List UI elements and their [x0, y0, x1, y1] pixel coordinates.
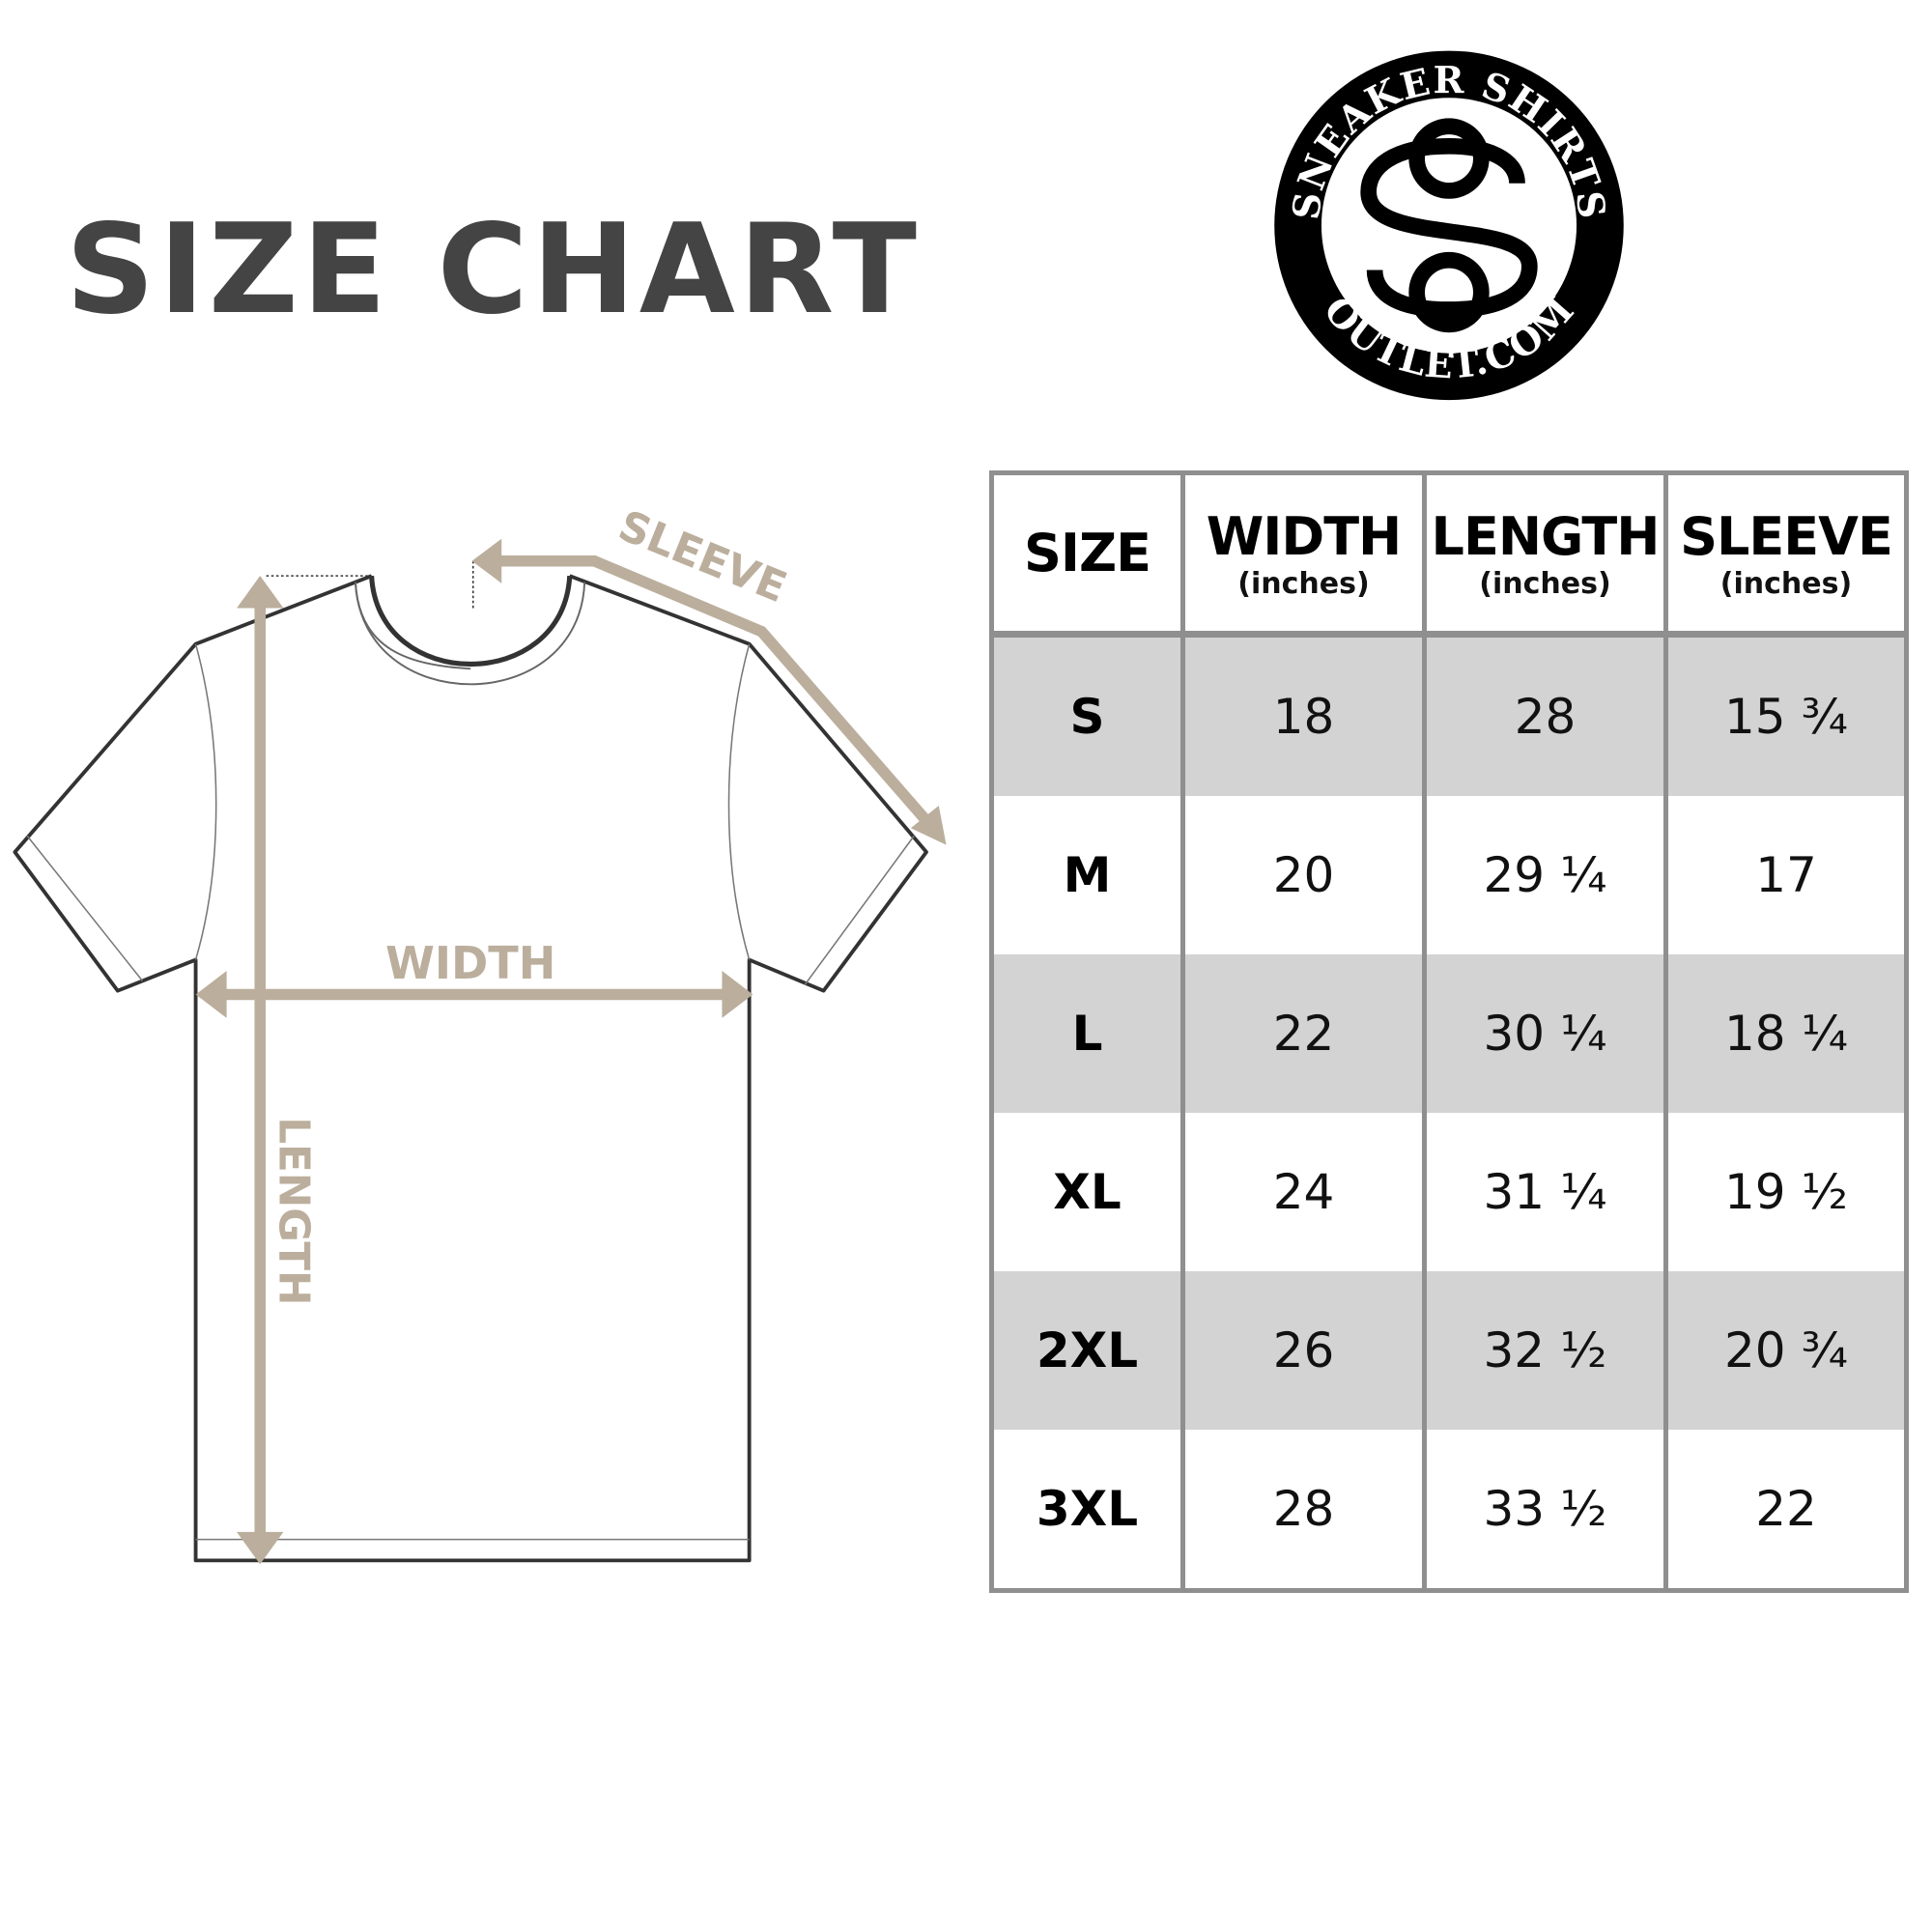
size-label: 3XL [1036, 1481, 1139, 1537]
measurement-value: 33 ½ [1483, 1481, 1607, 1537]
measurement-value: 31 ¼ [1483, 1164, 1607, 1220]
size-label: S [1069, 689, 1105, 745]
table-cell: 26 [1185, 1271, 1427, 1430]
size-label: L [1071, 1006, 1103, 1062]
size-label: XL [1053, 1164, 1122, 1220]
size-label: M [1063, 847, 1112, 903]
header-size: SIZE [994, 475, 1185, 638]
header-unit: (inches) [1237, 566, 1370, 601]
table-cell: 28 [1185, 1430, 1427, 1588]
header-label: WIDTH [1206, 505, 1403, 567]
measurement-value: 28 [1272, 1481, 1335, 1537]
measurement-value: 26 [1272, 1322, 1335, 1378]
measurement-value: 18 ¼ [1724, 1006, 1848, 1062]
table-cell: 18 ¼ [1668, 954, 1904, 1113]
table-cell: 17 [1668, 796, 1904, 954]
size-table: SIZE WIDTH (inches) LENGTH (inches) SLEEVE… [989, 470, 1909, 1593]
measurement-value: 32 ½ [1483, 1322, 1607, 1378]
size-label: 2XL [1036, 1322, 1139, 1378]
table-cell: 2XL [994, 1271, 1185, 1430]
table-cell: 31 ¼ [1427, 1113, 1668, 1271]
brand-logo: SNEAKER SHIRTS OUTLET.COM [1274, 50, 1624, 401]
header-label: LENGTH [1431, 505, 1661, 567]
measurement-value: 19 ½ [1724, 1164, 1848, 1220]
table-cell: 15 ¾ [1668, 638, 1904, 796]
header-label: SIZE [1023, 523, 1151, 583]
table-cell: M [994, 796, 1185, 954]
measurement-value: 24 [1272, 1164, 1335, 1220]
table-cell: 20 ¾ [1668, 1271, 1904, 1430]
measurement-value: 22 [1272, 1006, 1335, 1062]
measurement-value: 22 [1755, 1481, 1817, 1537]
measurement-arrows [195, 538, 947, 1565]
page-title: SIZE CHART [66, 198, 921, 342]
table-cell: 32 ½ [1427, 1271, 1668, 1430]
measurement-value: 20 ¾ [1724, 1322, 1848, 1378]
measurement-value: 17 [1755, 847, 1817, 903]
measurement-value: 30 ¼ [1483, 1006, 1607, 1062]
length-label: LENGTH [270, 1117, 318, 1305]
measurement-value: 28 [1514, 689, 1577, 745]
table-cell: 3XL [994, 1430, 1185, 1588]
table-cell: S [994, 638, 1185, 796]
table-cell: 29 ¼ [1427, 796, 1668, 954]
table-cell: 28 [1427, 638, 1668, 796]
header-unit: (inches) [1719, 566, 1853, 601]
header-label: SLEEVE [1680, 505, 1893, 567]
width-label: WIDTH [385, 937, 555, 989]
table-cell: 22 [1185, 954, 1427, 1113]
table-cell: L [994, 954, 1185, 1113]
table-cell: 33 ½ [1427, 1430, 1668, 1588]
measurement-value: 15 ¾ [1724, 689, 1848, 745]
sleeve-label: SLEEVE [611, 501, 793, 612]
table-cell: 18 [1185, 638, 1427, 796]
tshirt-outline [13, 560, 928, 1563]
header-unit: (inches) [1479, 566, 1611, 601]
table-cell: 19 ½ [1668, 1113, 1904, 1271]
table-cell: 30 ¼ [1427, 954, 1668, 1113]
header-sleeve: SLEEVE (inches) [1668, 475, 1904, 638]
table-cell: 22 [1668, 1430, 1904, 1588]
table-cell: 20 [1185, 796, 1427, 954]
measurement-value: 18 [1272, 689, 1335, 745]
header-width: WIDTH (inches) [1185, 475, 1427, 638]
header-length: LENGTH (inches) [1427, 475, 1668, 638]
sleeve-arrow [490, 555, 935, 830]
table-cell: 24 [1185, 1113, 1427, 1271]
measurement-value: 29 ¼ [1483, 847, 1607, 903]
measurement-value: 20 [1272, 847, 1335, 903]
table-cell: XL [994, 1113, 1185, 1271]
